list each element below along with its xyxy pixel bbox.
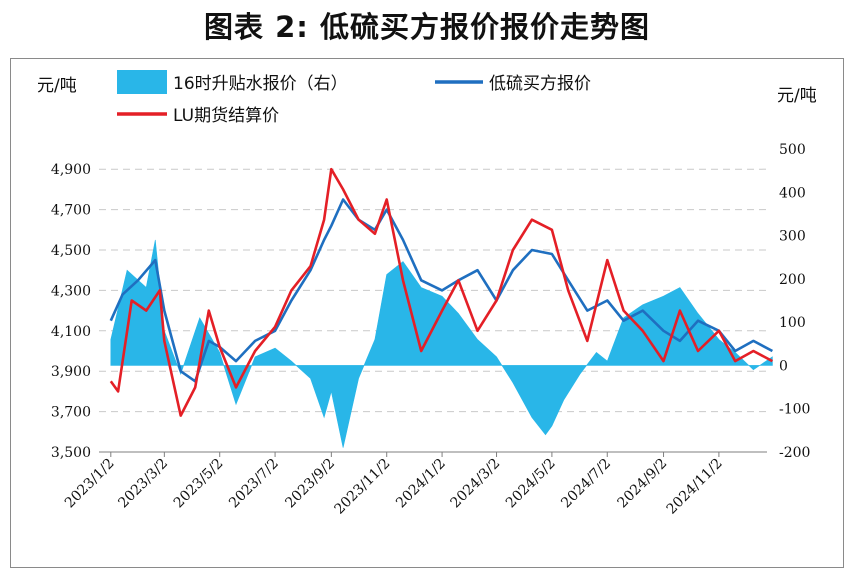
grid-lines [99, 168, 767, 413]
y-left-tick-label: 4,100 [51, 324, 91, 340]
price-lines-layer [109, 167, 774, 417]
y-right-tick-label: -100 [779, 402, 810, 418]
legend: 16时升贴水报价（右） 低硫买方报价 LU期货结算价 [117, 70, 591, 126]
premium-area-layer [110, 239, 773, 448]
legend-swatch-premium [117, 70, 167, 94]
legend-label-premium: 16时升贴水报价（右） [173, 74, 348, 94]
x-tick-label: 2024/3/2 [448, 456, 504, 512]
y-left-tick-label: 4,700 [51, 203, 91, 219]
buyer-quote-line [109, 198, 774, 383]
left-unit-label: 元/吨 [37, 76, 77, 96]
y-left-tick-label: 3,700 [51, 405, 91, 421]
y-left-tick-label: 4,500 [51, 243, 91, 259]
x-tick-label: 2024/9/2 [615, 456, 671, 512]
x-tick-label: 2024/7/2 [558, 456, 614, 512]
x-tick-label: 2024/1/2 [393, 456, 449, 512]
y-left-tick-label: 3,900 [51, 364, 91, 380]
y-right-tick-label: 300 [779, 229, 806, 245]
y-right-tick-label: 200 [779, 272, 806, 288]
premium-area-series [110, 239, 773, 448]
lu-settlement-line [109, 167, 774, 417]
y-left-tick-label: 3,500 [51, 445, 91, 461]
y-right-tick-label: 400 [779, 185, 806, 201]
x-tick-label: 2023/3/2 [115, 456, 171, 512]
legend-label-buyer-quote: 低硫买方报价 [489, 74, 591, 94]
x-tick-label: 2024/5/2 [503, 456, 559, 512]
y-right-tick-label: -200 [779, 445, 810, 461]
y-right-tick-label: 0 [779, 358, 788, 374]
x-tick-label: 2023/9/2 [282, 456, 338, 512]
x-tick-label: 2023/7/2 [226, 456, 282, 512]
y-left-tick-label: 4,900 [51, 162, 91, 178]
x-tick-label: 2023/11/2 [331, 456, 393, 518]
x-tick-label: 2024/11/2 [664, 456, 726, 518]
figure-title: 图表 2: 低硫买方报价报价走势图 [204, 10, 650, 44]
y-left-tick-label: 4,300 [51, 283, 91, 299]
chart-svg: 3,500 3,700 3,900 4,100 4,300 4,500 4,700 4,900… [37, 70, 817, 518]
right-unit-label: 元/吨 [777, 86, 817, 106]
chart-frame: 3,500 3,700 3,900 4,100 4,300 4,500 4,700 4,900… [10, 58, 844, 568]
x-tick-label: 2023/5/2 [171, 456, 227, 512]
y-right-tick-label: 100 [779, 315, 806, 331]
legend-label-lu: LU期货结算价 [173, 106, 279, 126]
y-right-tick-label: 500 [779, 142, 806, 158]
x-tick-label: 2023/1/2 [62, 456, 118, 512]
